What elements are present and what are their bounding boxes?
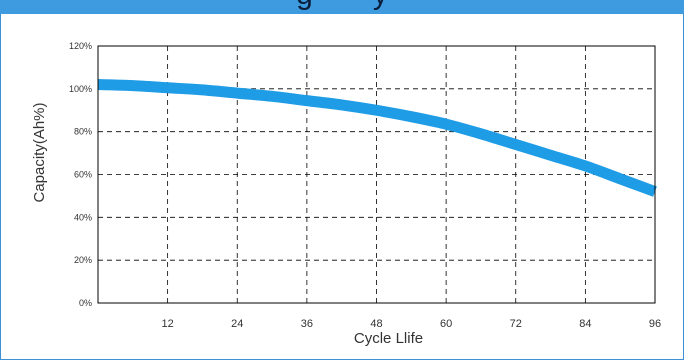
x-tick-label: 96	[649, 318, 661, 330]
x-tick-label: 12	[162, 318, 174, 330]
data-point	[446, 124, 447, 125]
data-point	[341, 104, 342, 105]
data-point	[167, 87, 168, 88]
data-point	[411, 116, 412, 117]
curve-layer	[97, 79, 657, 197]
data-point	[620, 178, 621, 179]
data-point	[550, 155, 551, 156]
y-tick-label: 40%	[74, 212, 92, 222]
data-point	[306, 100, 307, 101]
label-layer: 0% 20% 40% 60% 80% 100% 120% 12 24 36 48 60 72 84 96 Cy…	[31, 41, 661, 347]
data-point	[585, 165, 586, 166]
y-tick-label: 0%	[79, 298, 92, 308]
header-title-left: g	[296, 0, 313, 11]
data-point	[272, 96, 273, 97]
y-tick-label: 60%	[74, 170, 92, 180]
x-tick-label: 48	[370, 318, 382, 330]
x-tick-label: 24	[231, 318, 243, 330]
header-strip: gy	[0, 0, 684, 14]
axes-layer	[97, 45, 656, 304]
y-tick-label: 100%	[69, 84, 92, 94]
x-tick-label: 36	[301, 318, 313, 330]
x-axis-label: Cycle Llife	[354, 330, 423, 347]
x-tick-label: 60	[440, 318, 452, 330]
data-point	[480, 133, 481, 134]
data-point	[515, 144, 516, 145]
x-tick-label: 84	[579, 318, 591, 330]
data-point	[237, 93, 238, 94]
y-tick-label: 20%	[74, 255, 92, 265]
y-tick-label: 120%	[69, 41, 92, 51]
header-title: gy	[0, 0, 684, 10]
data-point	[132, 85, 133, 86]
data-point	[202, 89, 203, 90]
y-axis-label: Capacity(Ah%)	[31, 102, 48, 202]
plot-border	[97, 45, 656, 304]
data-point	[376, 110, 377, 111]
x-tick-label: 72	[510, 318, 522, 330]
y-tick-label: 80%	[74, 127, 92, 137]
capacity-series-line	[97, 79, 657, 197]
header-title-right: y	[373, 0, 388, 11]
